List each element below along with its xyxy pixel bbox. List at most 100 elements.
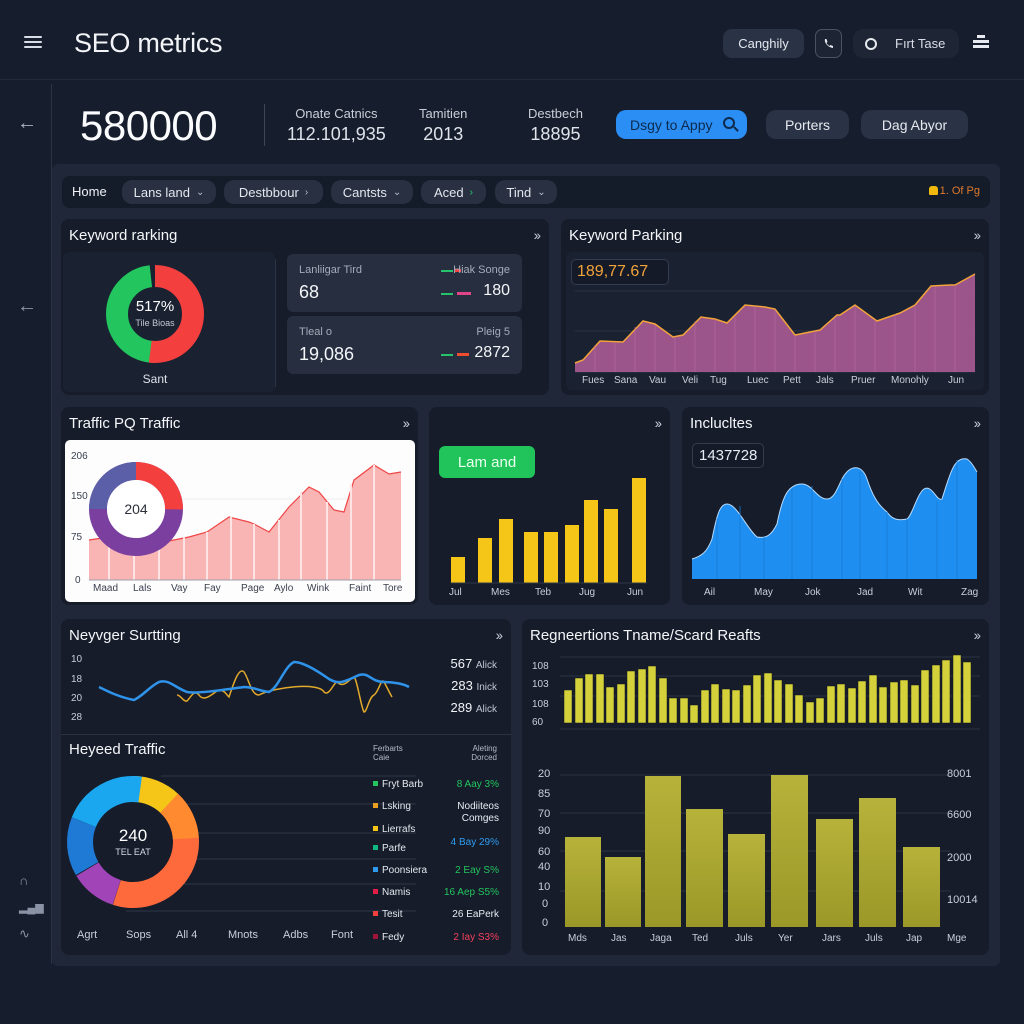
card-title: Keyword rarking bbox=[69, 227, 178, 244]
trend-line-icon bbox=[441, 293, 453, 295]
canghily-button[interactable]: Canghily bbox=[723, 29, 804, 58]
donut-center-value: 517% bbox=[135, 298, 175, 315]
trend-line-icon bbox=[457, 292, 471, 295]
donut-caption: Sant bbox=[142, 372, 168, 386]
menu-icon[interactable] bbox=[24, 36, 42, 49]
divider bbox=[275, 259, 276, 387]
arrow-left-icon[interactable]: ← bbox=[17, 295, 37, 317]
expand-icon[interactable]: ›› bbox=[402, 415, 410, 431]
donut-center-value: 204 bbox=[124, 501, 148, 517]
arrow-left-icon[interactable]: ← bbox=[17, 112, 37, 134]
value-badge: 1437728 bbox=[692, 443, 765, 468]
chevron-right-icon: › bbox=[304, 186, 309, 198]
legend-item[interactable]: Namis bbox=[373, 887, 410, 898]
regressions-top-bar-chart bbox=[560, 654, 980, 730]
card-title: Neyvger Surtting bbox=[69, 627, 181, 644]
expand-icon[interactable]: ›› bbox=[973, 415, 981, 431]
legend-item[interactable]: Lsking bbox=[373, 801, 411, 812]
headset-icon[interactable]: ∩ bbox=[19, 873, 29, 888]
stat-destbech: Destbech 18895 bbox=[528, 106, 583, 144]
expand-icon[interactable]: ›› bbox=[973, 227, 981, 243]
phone-button[interactable] bbox=[815, 29, 842, 58]
legend-value: 26 EaPerk bbox=[452, 909, 499, 920]
bar-chart-icon[interactable]: ▂▄▆ bbox=[19, 902, 44, 914]
card-title: Traffic PQ Traffic bbox=[69, 415, 181, 432]
trend-line-icon bbox=[441, 354, 453, 356]
legend-item[interactable]: Tesit bbox=[373, 909, 403, 920]
porters-button[interactable]: Porters bbox=[766, 110, 849, 139]
theme-toggle-icon bbox=[865, 37, 877, 50]
font-selector[interactable]: Fırt Tase bbox=[853, 29, 959, 58]
legend-item[interactable]: Fryt Barb bbox=[373, 779, 423, 790]
top-bar: SEO metrics Canghily Fırt Tase bbox=[0, 0, 1024, 80]
nav-home[interactable]: Home bbox=[72, 184, 107, 199]
dashboard-content: Home Lans land ⌄ Destbbour › Cantsts ⌄ Aced… bbox=[52, 164, 1000, 966]
trend-line-icon bbox=[441, 270, 453, 272]
chevron-down-icon: ⌄ bbox=[537, 186, 546, 198]
card-title: Keyword Parking bbox=[569, 227, 683, 244]
legend-item[interactable]: Fedy bbox=[373, 932, 404, 943]
chevron-down-icon: ⌄ bbox=[196, 186, 205, 198]
app-title: SEO metrics bbox=[74, 28, 223, 58]
legend-item[interactable]: Poonsiera bbox=[373, 865, 427, 876]
expand-icon[interactable]: ›› bbox=[654, 415, 662, 431]
includes-card: Inclucltes ›› 1437728 Ail May Jok Jad Wi… bbox=[682, 407, 989, 605]
heyeed-traffic-donut-chart bbox=[67, 776, 199, 909]
expand-icon[interactable]: ›› bbox=[973, 627, 981, 643]
dag-abyor-button[interactable]: Dag Abyor bbox=[861, 110, 968, 139]
nav-crumb-cantsts[interactable]: Cantsts ⌄ bbox=[331, 180, 413, 204]
legend-value: Nodiiteos Comges bbox=[457, 801, 499, 824]
sidebar-divider bbox=[51, 84, 52, 964]
neyger-card: Neyvger Surtting ›› 10 18 20 28 567 Alic… bbox=[61, 619, 511, 955]
keyword-parking-area-chart bbox=[574, 273, 976, 373]
expand-icon[interactable]: ›› bbox=[495, 627, 503, 643]
nav-crumb-tind[interactable]: Tind ⌄ bbox=[495, 180, 557, 204]
legend-header: Ferbarts Caie bbox=[373, 744, 403, 762]
nav-crumb-destbbour[interactable]: Destbbour › bbox=[224, 180, 323, 204]
search-icon bbox=[723, 117, 735, 129]
chevron-right-icon: › bbox=[469, 186, 473, 198]
donut-center-value: 240 bbox=[118, 826, 148, 845]
breadcrumb: Home Lans land ⌄ Destbbour › Cantsts ⌄ Aced… bbox=[62, 176, 990, 208]
ranking-donut-panel: 517% Tile Bioas Sant bbox=[63, 252, 275, 392]
pager[interactable]: 1. Of Pg bbox=[928, 185, 980, 197]
neyger-line-chart bbox=[98, 660, 410, 713]
metric-box-2: Tleal o 19,086 Pleig 5 2872 bbox=[287, 316, 522, 374]
legend-item[interactable]: Lierrafs bbox=[373, 824, 415, 835]
apply-search-button[interactable]: Dsgy to Appy bbox=[616, 110, 747, 139]
ranking-donut-chart bbox=[106, 265, 204, 363]
stat-onate-catnics: Onate Catnics 112.101,935 bbox=[287, 106, 386, 144]
card-title: Heyeed Traffic bbox=[69, 741, 166, 758]
card-title: Inclucltes bbox=[690, 415, 753, 432]
headline-metric: 580000 bbox=[80, 102, 218, 149]
legend-value: 2 Eay S% bbox=[455, 865, 499, 876]
legend-value: 8 Aay 3% bbox=[456, 779, 499, 790]
stat-tamitien: Tamitien 2013 bbox=[419, 106, 468, 144]
legend-item[interactable]: Parfe bbox=[373, 843, 406, 854]
trend-line-icon bbox=[455, 269, 461, 272]
value-badge: 189,77.67 bbox=[571, 259, 670, 285]
nav-crumb-aced[interactable]: Aced › bbox=[421, 180, 486, 204]
sidebar: ← ← ∩ ▂▄▆ ∿ bbox=[0, 81, 52, 961]
card-title: Regneertions Tname/Scard Reafts bbox=[530, 627, 761, 644]
keyword-ranking-card: Keyword rarking ›› 517% Tile Bioas Sant … bbox=[61, 219, 549, 395]
lam-and-bar-chart bbox=[451, 478, 647, 584]
traffic-pq-card: Traffic PQ Traffic ›› 206 150 75 0 204 bbox=[61, 407, 418, 605]
metric-box-1: Lanliigar Tird 68 Hiak Songe 180 bbox=[287, 254, 522, 312]
lock-icon bbox=[928, 186, 938, 195]
stack-icon[interactable] bbox=[973, 35, 989, 51]
regressions-card: Regneertions Tname/Scard Reafts ›› 108 1… bbox=[522, 619, 989, 955]
expand-icon[interactable]: ›› bbox=[533, 227, 541, 243]
nav-crumb-lans-land[interactable]: Lans land ⌄ bbox=[122, 180, 216, 204]
divider bbox=[264, 104, 265, 146]
phone-icon bbox=[824, 38, 833, 48]
donut-center-sub: Tile Bioas bbox=[135, 318, 175, 328]
link-icon[interactable]: ∿ bbox=[19, 926, 30, 941]
lam-and-badge[interactable]: Lam and bbox=[439, 446, 535, 478]
legend-value: 2 Iay S3% bbox=[453, 932, 499, 943]
trend-line-icon bbox=[457, 353, 469, 356]
donut-center-sub: TEL EAT bbox=[115, 847, 151, 857]
regressions-bottom-bar-chart bbox=[560, 774, 950, 927]
legend-value: 4 Bay 29% bbox=[450, 837, 499, 848]
traffic-donut-chart bbox=[89, 462, 183, 556]
